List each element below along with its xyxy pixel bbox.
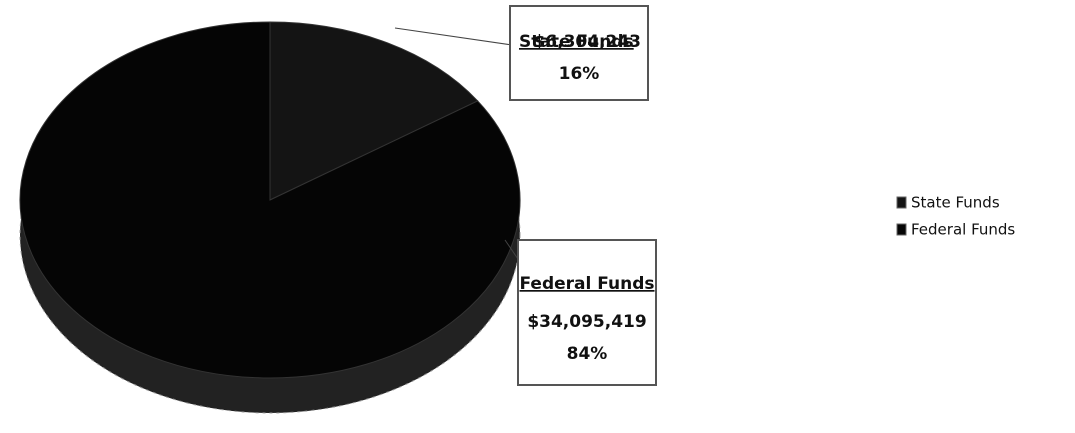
- slice-name: State Funds: [519, 32, 634, 52]
- slice-name: Federal Funds: [519, 274, 654, 294]
- value-label: $34,095,419: [527, 312, 646, 332]
- legend: State Funds Federal Funds: [896, 194, 1015, 239]
- legend-label: Federal Funds: [911, 221, 1015, 239]
- value-label: $6,304,243: [533, 32, 641, 52]
- leader-line: [394, 27, 513, 46]
- legend-swatch: [896, 223, 907, 236]
- percent-label: 16%: [559, 64, 600, 84]
- label-box: [509, 5, 649, 101]
- pie-slice: [269, 21, 479, 201]
- percent-label: 84%: [567, 344, 608, 364]
- label-box: [517, 239, 657, 386]
- pie-slice: [19, 21, 521, 379]
- legend-swatch: [896, 196, 907, 209]
- legend-label: State Funds: [911, 194, 1000, 212]
- slices: [19, 21, 521, 379]
